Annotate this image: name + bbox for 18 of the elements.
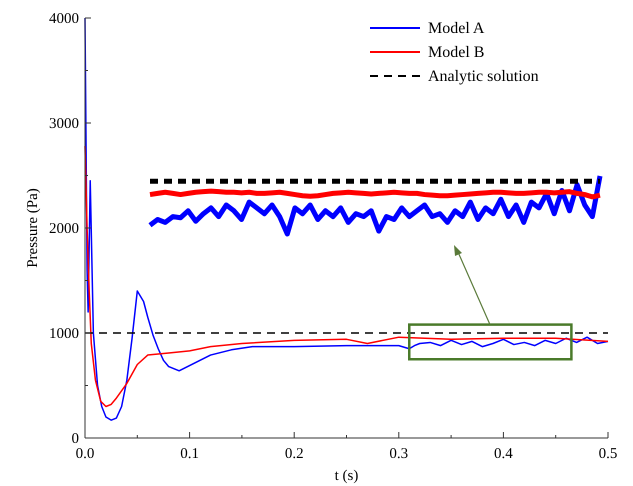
- line-series: [84, 145, 609, 408]
- y-tick-label: 3000: [49, 116, 79, 132]
- y-tick-label: 1000: [49, 326, 79, 342]
- x-tick-label: 0.4: [494, 446, 514, 462]
- x-tick-label: 0.5: [598, 446, 618, 462]
- x-tick-label: 0.1: [180, 446, 199, 462]
- x-tick-label: 0.2: [284, 446, 304, 462]
- legend-label: Model A: [428, 20, 485, 37]
- x-axis-title: t (s): [334, 468, 358, 484]
- line-series: [84, 17, 609, 421]
- legend-label: Model B: [428, 44, 484, 61]
- legend-label: Analytic solution: [428, 68, 539, 85]
- x-tick-label: 0.3: [389, 446, 408, 462]
- y-tick-label: 2000: [49, 221, 79, 237]
- y-axis-title: Pressure (Pa): [25, 188, 41, 268]
- x-tick-label: 0.0: [76, 446, 94, 462]
- y-tick-label: 0: [72, 431, 79, 447]
- y-tick-label: 4000: [49, 11, 79, 27]
